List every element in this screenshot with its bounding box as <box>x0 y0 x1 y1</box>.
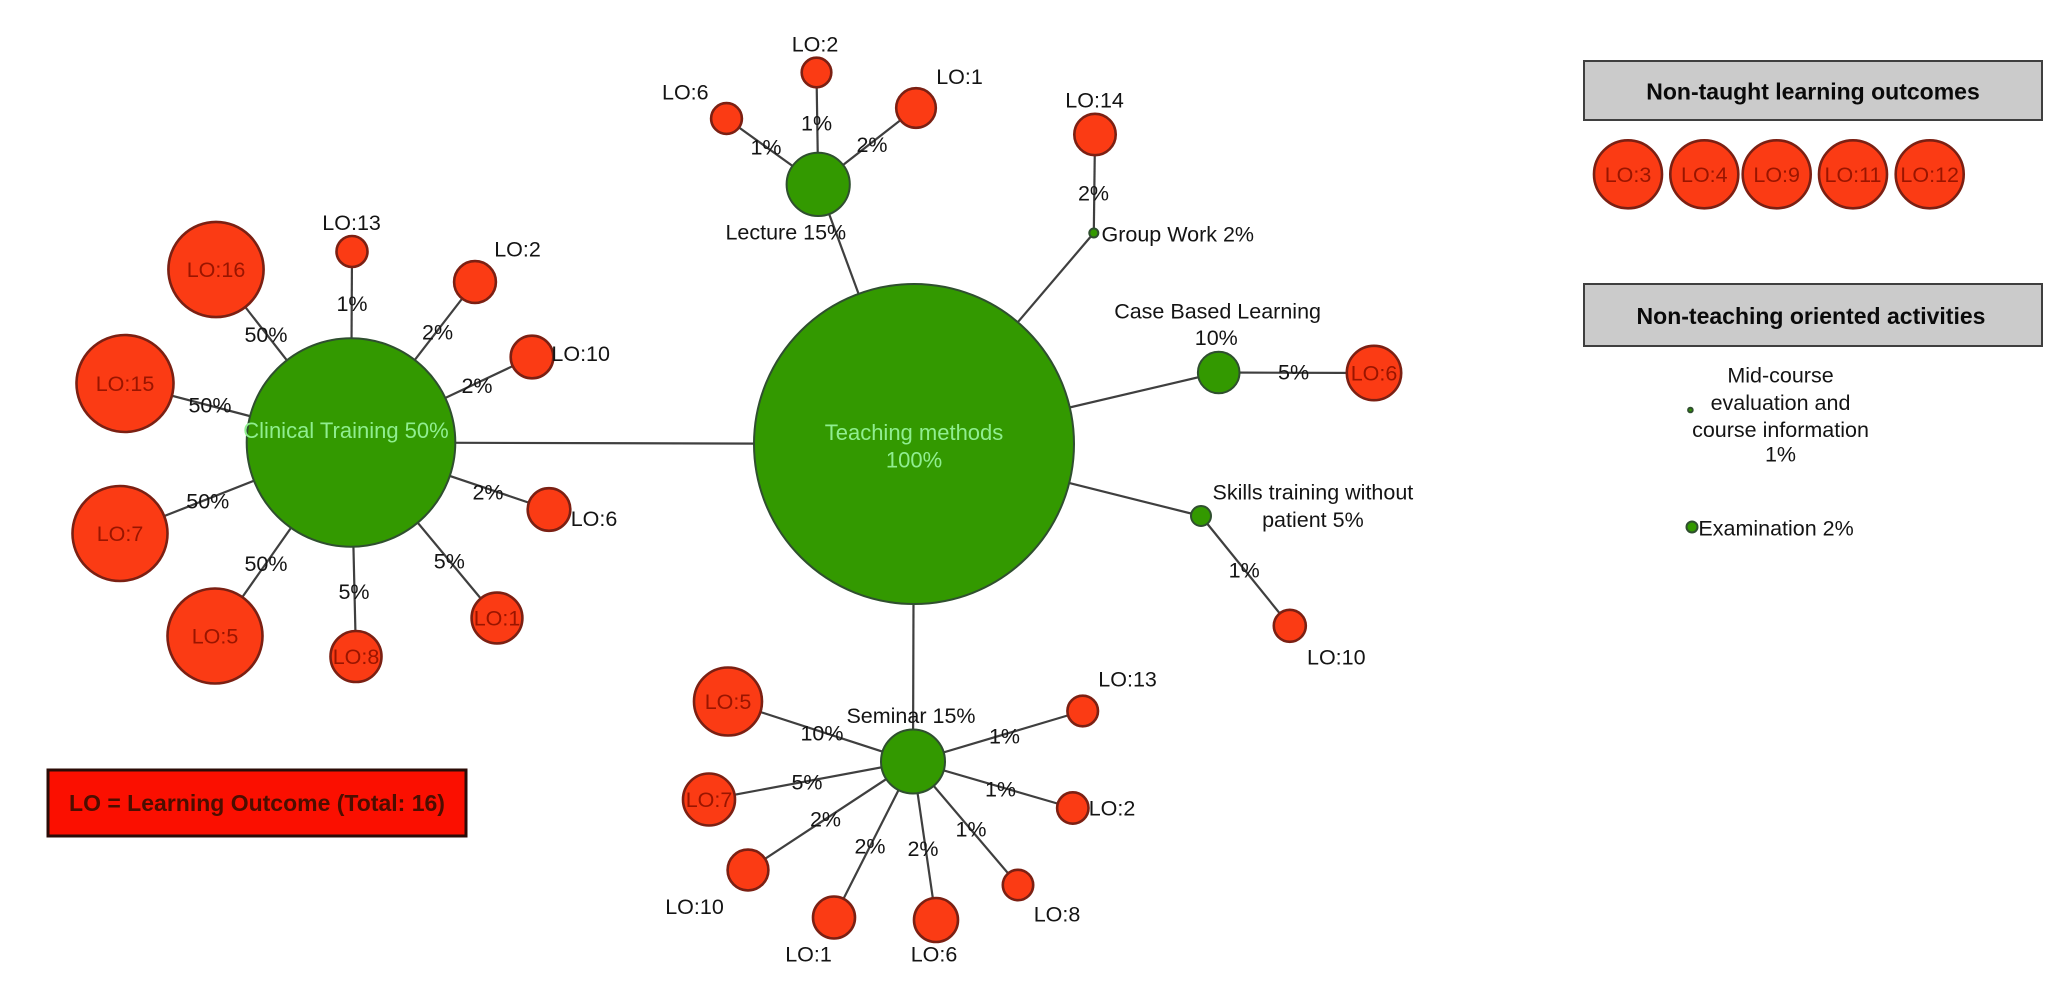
svg-text:LO:1: LO:1 <box>474 607 521 631</box>
svg-text:LO:10: LO:10 <box>551 342 610 366</box>
svg-text:1%: 1% <box>336 292 367 316</box>
svg-text:2%: 2% <box>854 835 885 859</box>
svg-text:Skills training without: Skills training without <box>1213 481 1414 505</box>
svg-text:LO:10: LO:10 <box>1307 646 1366 670</box>
svg-text:1%: 1% <box>801 112 832 136</box>
svg-text:LO:6: LO:6 <box>571 507 618 531</box>
svg-text:LO:1: LO:1 <box>785 943 832 967</box>
svg-text:2%: 2% <box>856 133 887 157</box>
svg-text:2%: 2% <box>461 374 492 398</box>
svg-text:patient 5%: patient 5% <box>1262 508 1364 532</box>
svg-text:2%: 2% <box>422 320 453 344</box>
svg-text:LO = Learning Outcome (Total:: LO = Learning Outcome (Total: 16) <box>69 790 445 816</box>
svg-text:LO:3: LO:3 <box>1605 163 1652 187</box>
svg-text:Seminar 15%: Seminar 15% <box>846 704 975 728</box>
svg-text:10%: 10% <box>800 722 843 746</box>
svg-text:100%: 100% <box>886 448 942 473</box>
svg-text:Clinical Training 50%: Clinical Training 50% <box>243 418 448 443</box>
svg-text:LO:13: LO:13 <box>322 211 381 235</box>
svg-text:LO:16: LO:16 <box>187 258 246 282</box>
svg-text:1%: 1% <box>989 725 1020 749</box>
svg-text:50%: 50% <box>186 490 229 514</box>
svg-text:LO:5: LO:5 <box>192 625 239 649</box>
svg-text:LO:8: LO:8 <box>1034 903 1081 927</box>
svg-text:2%: 2% <box>1078 182 1109 206</box>
svg-text:LO:12: LO:12 <box>1900 163 1959 187</box>
svg-text:Mid-course: Mid-course <box>1727 363 1833 387</box>
svg-text:1%: 1% <box>955 818 986 842</box>
svg-text:5%: 5% <box>338 580 369 604</box>
svg-text:LO:15: LO:15 <box>96 372 155 396</box>
svg-text:50%: 50% <box>188 394 231 418</box>
svg-text:LO:7: LO:7 <box>97 522 144 546</box>
svg-text:LO:2: LO:2 <box>792 33 839 57</box>
svg-text:Examination 2%: Examination 2% <box>1698 517 1853 541</box>
svg-text:2%: 2% <box>810 808 841 832</box>
svg-text:LO:14: LO:14 <box>1065 89 1124 113</box>
svg-text:50%: 50% <box>244 552 287 576</box>
svg-text:LO:2: LO:2 <box>1089 797 1136 821</box>
svg-text:LO:9: LO:9 <box>1753 163 1800 187</box>
svg-text:LO:6: LO:6 <box>1351 362 1398 386</box>
svg-text:1%: 1% <box>1765 443 1796 467</box>
svg-text:1%: 1% <box>985 778 1016 802</box>
svg-text:Case Based Learning: Case Based Learning <box>1114 300 1321 324</box>
svg-text:1%: 1% <box>1229 559 1260 583</box>
svg-text:5%: 5% <box>434 550 465 574</box>
svg-text:LO:11: LO:11 <box>1825 163 1882 187</box>
svg-text:LO:7: LO:7 <box>686 788 733 812</box>
svg-text:Non-taught learning outcomes: Non-taught learning outcomes <box>1646 79 1980 105</box>
svg-text:LO:13: LO:13 <box>1098 668 1157 692</box>
svg-text:2%: 2% <box>472 481 503 505</box>
svg-text:50%: 50% <box>244 323 287 347</box>
svg-text:LO:2: LO:2 <box>494 238 541 262</box>
svg-text:1%: 1% <box>750 136 781 160</box>
svg-text:LO:6: LO:6 <box>911 943 958 967</box>
svg-text:10%: 10% <box>1195 326 1238 350</box>
svg-text:Group Work 2%: Group Work 2% <box>1102 223 1255 247</box>
svg-text:LO:5: LO:5 <box>705 690 752 714</box>
svg-text:Non-teaching oriented activiti: Non-teaching oriented activities <box>1637 303 1986 329</box>
svg-text:Lecture 15%: Lecture 15% <box>725 221 846 245</box>
svg-text:Teaching methods: Teaching methods <box>825 420 1004 445</box>
svg-text:LO:6: LO:6 <box>662 81 709 105</box>
svg-text:LO:10: LO:10 <box>665 895 724 919</box>
svg-text:course information: course information <box>1692 418 1869 442</box>
svg-text:5%: 5% <box>1278 361 1309 385</box>
svg-text:5%: 5% <box>791 771 822 795</box>
svg-text:2%: 2% <box>907 837 938 861</box>
svg-text:LO:8: LO:8 <box>333 645 380 669</box>
svg-text:LO:4: LO:4 <box>1681 163 1728 187</box>
svg-text:evaluation and: evaluation and <box>1711 391 1851 415</box>
svg-text:LO:1: LO:1 <box>936 65 983 89</box>
